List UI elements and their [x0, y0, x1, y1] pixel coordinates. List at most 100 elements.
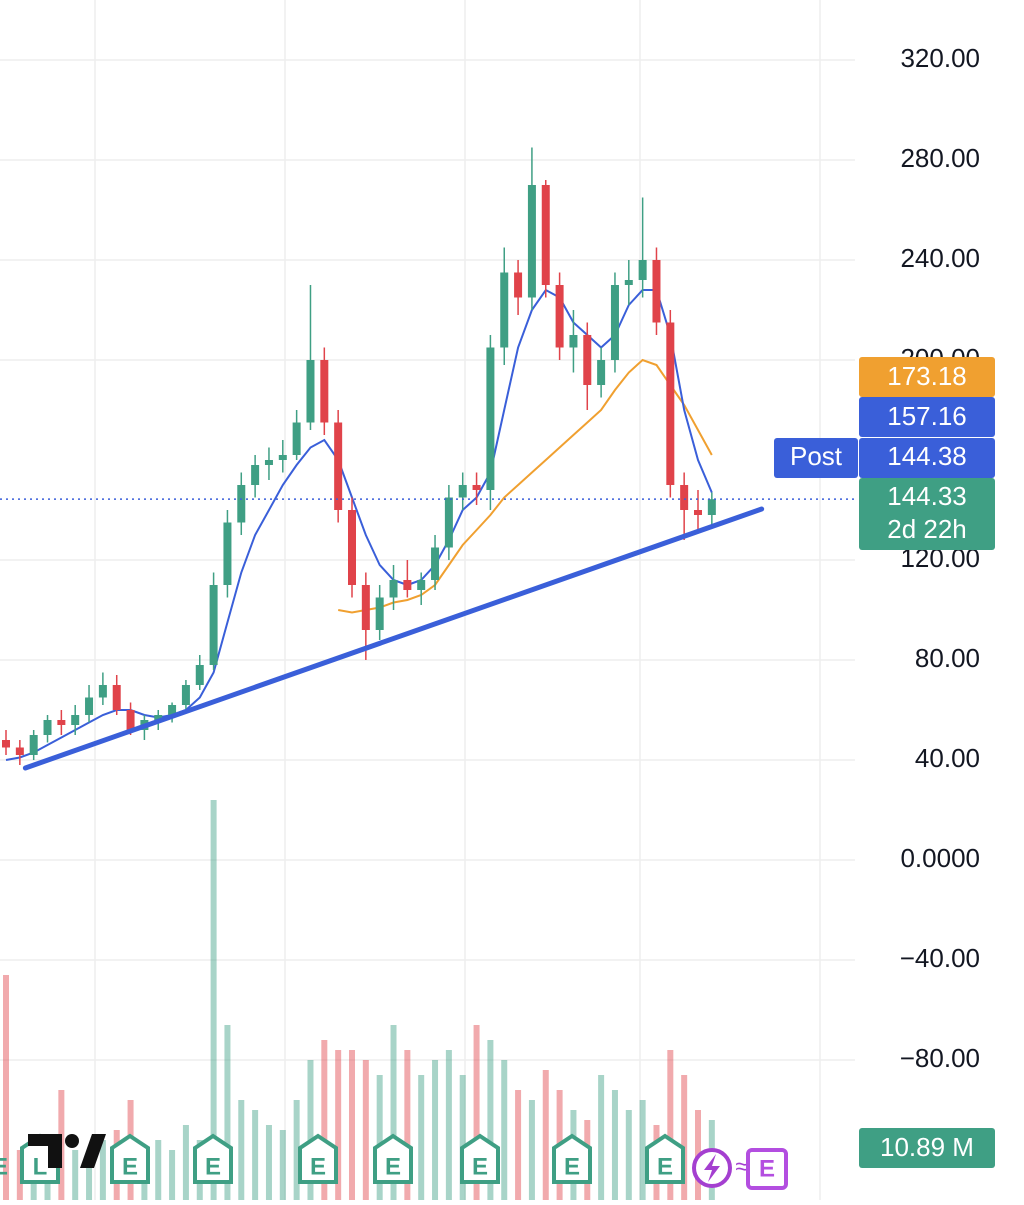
- ma-fast-label-bg: [859, 397, 995, 437]
- event-badge-shape: [552, 1133, 592, 1184]
- event-label: E: [564, 1153, 580, 1180]
- volume-bar: [307, 1060, 314, 1200]
- volume-bar: [625, 1110, 632, 1200]
- candle-body: [29, 735, 38, 755]
- candle-body: [195, 665, 204, 685]
- event-badge-shape: [645, 1133, 685, 1184]
- volume-bar: [542, 1070, 549, 1200]
- candle-body: [403, 580, 412, 590]
- candle-body: [71, 715, 80, 725]
- volume-bar: [362, 1060, 369, 1200]
- candle-body: [583, 335, 592, 385]
- volume-bar: [667, 1050, 674, 1200]
- volume-bar: [639, 1100, 646, 1200]
- volume-bar: [418, 1075, 425, 1200]
- candle-body: [472, 485, 481, 490]
- post-tag: Post: [790, 441, 843, 471]
- candle-body: [666, 322, 675, 485]
- volume-bar: [598, 1075, 605, 1200]
- candle-body: [597, 360, 606, 385]
- candle-body: [361, 585, 370, 630]
- candle-body: [223, 522, 232, 585]
- event-badge-shape: [460, 1133, 500, 1184]
- dividend-bolt: [704, 1154, 720, 1182]
- candle-body: [168, 705, 177, 715]
- candle-body: [638, 260, 647, 280]
- volume-bar: [86, 1160, 93, 1200]
- ma-slow-line: [338, 358, 713, 614]
- event-badge-shape: [746, 1148, 788, 1190]
- post-tag-bg: [774, 438, 858, 478]
- last-price-label: 144.33: [887, 481, 967, 511]
- candle-body: [694, 510, 702, 515]
- y-tick-label: −40.00: [900, 943, 980, 973]
- event-label: E: [205, 1153, 221, 1180]
- volume-bar: [404, 1050, 411, 1200]
- volume-bar: [459, 1075, 466, 1200]
- volume-bar: [376, 1075, 383, 1200]
- volume-bar: [265, 1125, 272, 1200]
- candle-body: [320, 360, 329, 423]
- volume-bar: [210, 800, 217, 1200]
- event-badge: E: [298, 1133, 338, 1184]
- volume-bar: [349, 1050, 355, 1200]
- candle-body: [251, 465, 260, 485]
- event-label: L: [33, 1153, 48, 1180]
- event-badge: E: [373, 1133, 413, 1184]
- candle-body: [375, 597, 384, 630]
- event-badge: E: [193, 1133, 233, 1184]
- volume-label-bg: [859, 1128, 995, 1168]
- candle-body: [417, 580, 426, 590]
- candle-body: [292, 422, 301, 455]
- volume-bar: [432, 1060, 439, 1200]
- candle-body: [2, 740, 10, 748]
- candle-body: [431, 547, 440, 580]
- volume-bar: [169, 1150, 176, 1200]
- candle-body: [278, 455, 287, 460]
- y-tick-label: 40.00: [915, 743, 980, 773]
- y-tick-label: 80.00: [915, 643, 980, 673]
- volume-bar: [611, 1090, 618, 1200]
- candle-body: [57, 720, 66, 725]
- volume-bar: [99, 1140, 106, 1200]
- candle-body: [237, 485, 246, 523]
- volume-bar: [16, 1150, 23, 1200]
- event-badge: E: [460, 1133, 500, 1184]
- volume-bar: [238, 1100, 245, 1200]
- candle-body: [389, 580, 398, 598]
- candle-body: [264, 460, 273, 465]
- y-tick-label: 0.0000: [900, 843, 980, 873]
- candle-body: [85, 697, 94, 715]
- event-badge: E: [645, 1133, 685, 1184]
- ma-slow-label: 173.18: [887, 361, 967, 391]
- candle-body: [680, 485, 689, 510]
- event-label: E: [0, 1153, 8, 1180]
- candle-body: [486, 347, 495, 490]
- volume-label: 10.89 M: [880, 1132, 974, 1162]
- candle-body: [43, 720, 52, 735]
- candle-body: [112, 685, 121, 710]
- event-badge-shape: [373, 1133, 413, 1184]
- volume-bar: [335, 1050, 342, 1200]
- event-badge-shape: [193, 1133, 233, 1184]
- volume-bar: [321, 1040, 328, 1200]
- wave-icon: ≈: [735, 1153, 748, 1180]
- y-tick-label: 240.00: [900, 243, 980, 273]
- event-label: E: [657, 1153, 673, 1180]
- candle-body: [652, 260, 661, 323]
- ma-fast-label: 157.16: [887, 401, 967, 431]
- volume-bar: [515, 1090, 522, 1200]
- candle-body: [154, 715, 163, 720]
- ma-slow-label-bg: [859, 357, 995, 397]
- y-tick-label: 280.00: [900, 143, 980, 173]
- grid: [0, 0, 855, 1200]
- candle-body: [610, 285, 619, 360]
- volume-bar: [390, 1025, 397, 1200]
- event-badge-shape: [298, 1133, 338, 1184]
- volume-bar: [487, 1040, 494, 1200]
- last-price-label-bg: [859, 478, 995, 550]
- candle-body: [514, 272, 523, 298]
- event-badge: E: [552, 1133, 592, 1184]
- candles: [2, 147, 716, 765]
